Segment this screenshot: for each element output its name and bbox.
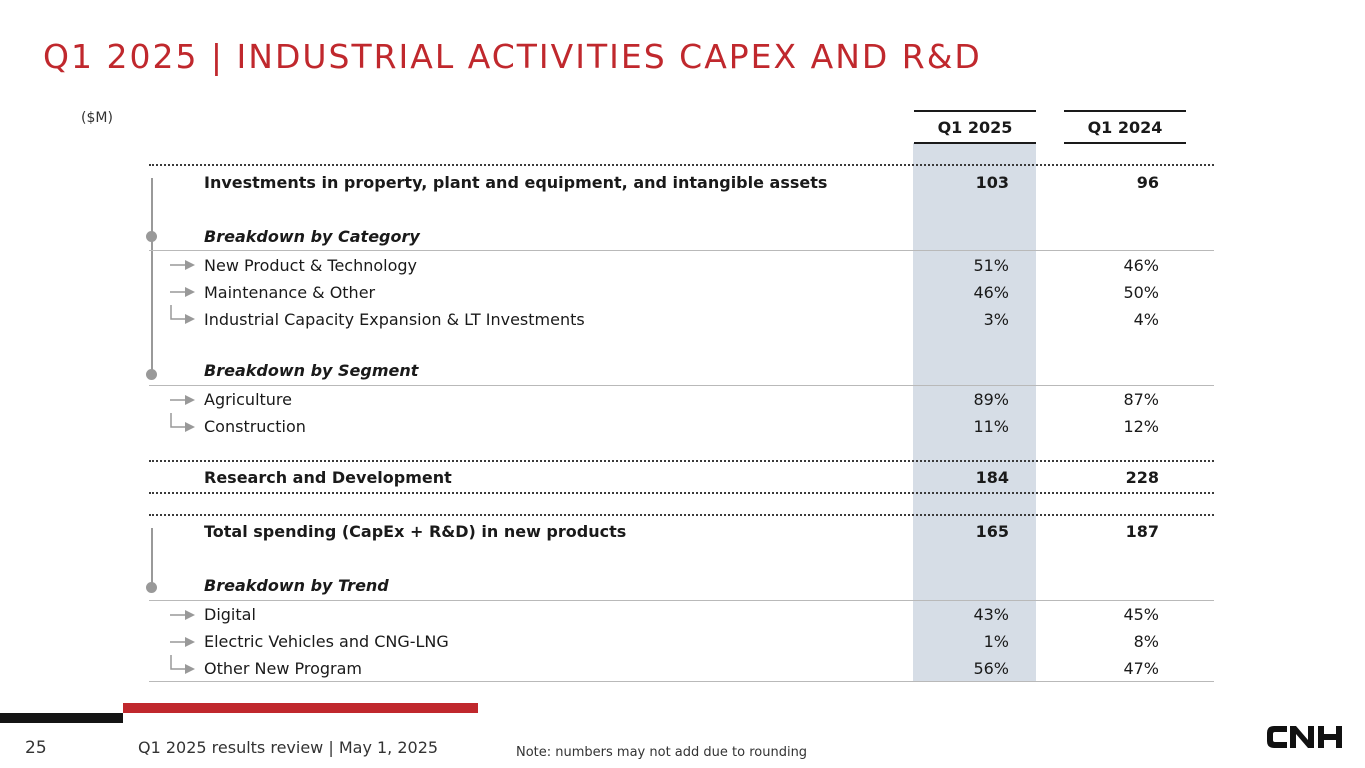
table-row: Total spending (CapEx + R&D) in new prod… xyxy=(204,522,1164,544)
row-label: Agriculture xyxy=(204,390,292,409)
section-header: Breakdown by Trend xyxy=(204,576,1164,598)
row-value-q1-2025: 11% xyxy=(973,417,1009,436)
tree-node xyxy=(146,369,157,380)
unit-label: ($M) xyxy=(81,110,113,126)
corner-arrow-icon xyxy=(170,655,195,674)
page-number: 25 xyxy=(25,738,47,758)
tree-node xyxy=(146,231,157,242)
category-header: Breakdown by Category xyxy=(204,227,420,246)
total-q1-2024: 187 xyxy=(1125,522,1159,541)
row-value-q1-2024: 45% xyxy=(1123,605,1159,624)
section-header: Breakdown by Segment xyxy=(204,361,1164,383)
footer-text: Q1 2025 results review | May 1, 2025 xyxy=(138,738,439,757)
table-row: Electric Vehicles and CNG-LNG 1% 8% xyxy=(204,632,1164,654)
row-label: Construction xyxy=(204,417,306,436)
corner-arrow-icon xyxy=(170,305,195,324)
row-label: Industrial Capacity Expansion & LT Inves… xyxy=(204,310,585,329)
highlight-column xyxy=(913,143,1036,681)
row-value-q1-2024: 47% xyxy=(1123,659,1159,678)
row-value-q1-2024: 87% xyxy=(1123,390,1159,409)
table-row: Industrial Capacity Expansion & LT Inves… xyxy=(204,310,1164,332)
total-label: Total spending (CapEx + R&D) in new prod… xyxy=(204,522,627,541)
arrow-right-icon xyxy=(170,395,195,405)
tree-node xyxy=(146,582,157,593)
row-label: Other New Program xyxy=(204,659,363,678)
arrow-right-icon xyxy=(170,260,195,270)
row-value-q1-2024: 50% xyxy=(1123,283,1159,302)
footer-bar-black xyxy=(0,713,123,723)
table-row: Digital 43% 45% xyxy=(204,605,1164,627)
tree-connector xyxy=(151,528,153,588)
capex-q1-2025: 103 xyxy=(975,173,1009,192)
solid-separator xyxy=(149,681,1214,682)
rounding-note: Note: numbers may not add due to roundin… xyxy=(516,745,808,760)
solid-separator xyxy=(149,600,1214,601)
arrow-right-icon xyxy=(170,610,195,620)
table-row: Research and Development 184 228 xyxy=(204,468,1164,490)
dotted-separator xyxy=(149,492,1214,494)
rnd-q1-2024: 228 xyxy=(1125,468,1159,487)
solid-separator xyxy=(149,385,1214,386)
footer-bar-red xyxy=(123,703,478,713)
arrow-right-icon xyxy=(170,287,195,297)
table-row: Agriculture 89% 87% xyxy=(204,390,1164,412)
row-value-q1-2025: 1% xyxy=(983,632,1009,651)
row-value-q1-2024: 8% xyxy=(1133,632,1159,651)
row-value-q1-2024: 12% xyxy=(1123,417,1159,436)
dotted-separator xyxy=(149,514,1214,516)
column-header-q1-2024: Q1 2024 xyxy=(1064,110,1186,144)
arrow-right-icon xyxy=(170,637,195,647)
table-row: Maintenance & Other 46% 50% xyxy=(204,283,1164,305)
row-value-q1-2024: 4% xyxy=(1133,310,1159,329)
solid-separator xyxy=(149,250,1214,251)
cnh-logo xyxy=(1267,726,1342,748)
dotted-separator xyxy=(149,460,1214,462)
row-label: Maintenance & Other xyxy=(204,283,376,302)
row-value-q1-2025: 89% xyxy=(973,390,1009,409)
row-label: Electric Vehicles and CNG-LNG xyxy=(204,632,449,651)
tree-connector xyxy=(151,178,153,375)
segment-header: Breakdown by Segment xyxy=(204,361,419,380)
capex-label: Investments in property, plant and equip… xyxy=(204,173,828,192)
row-value-q1-2025: 51% xyxy=(973,256,1009,275)
table-row: Construction 11% 12% xyxy=(204,417,1164,439)
row-value-q1-2025: 43% xyxy=(973,605,1009,624)
capex-q1-2024: 96 xyxy=(1136,173,1159,192)
section-header: Breakdown by Category xyxy=(204,227,1164,249)
row-label: Digital xyxy=(204,605,256,624)
corner-arrow-icon xyxy=(170,413,195,432)
page-title: Q1 2025 | INDUSTRIAL ACTIVITIES CAPEX AN… xyxy=(43,37,982,76)
rnd-q1-2025: 184 xyxy=(975,468,1009,487)
total-q1-2025: 165 xyxy=(975,522,1009,541)
row-value-q1-2024: 46% xyxy=(1123,256,1159,275)
row-value-q1-2025: 3% xyxy=(983,310,1009,329)
row-value-q1-2025: 46% xyxy=(973,283,1009,302)
trend-header: Breakdown by Trend xyxy=(204,576,389,595)
table-row: New Product & Technology 51% 46% xyxy=(204,256,1164,278)
column-header-q1-2025: Q1 2025 xyxy=(914,110,1036,144)
table-row: Investments in property, plant and equip… xyxy=(204,173,1164,195)
table-row: Other New Program 56% 47% xyxy=(204,659,1164,681)
dotted-separator xyxy=(149,164,1214,166)
rnd-label: Research and Development xyxy=(204,468,452,487)
row-value-q1-2025: 56% xyxy=(973,659,1009,678)
row-label: New Product & Technology xyxy=(204,256,418,275)
